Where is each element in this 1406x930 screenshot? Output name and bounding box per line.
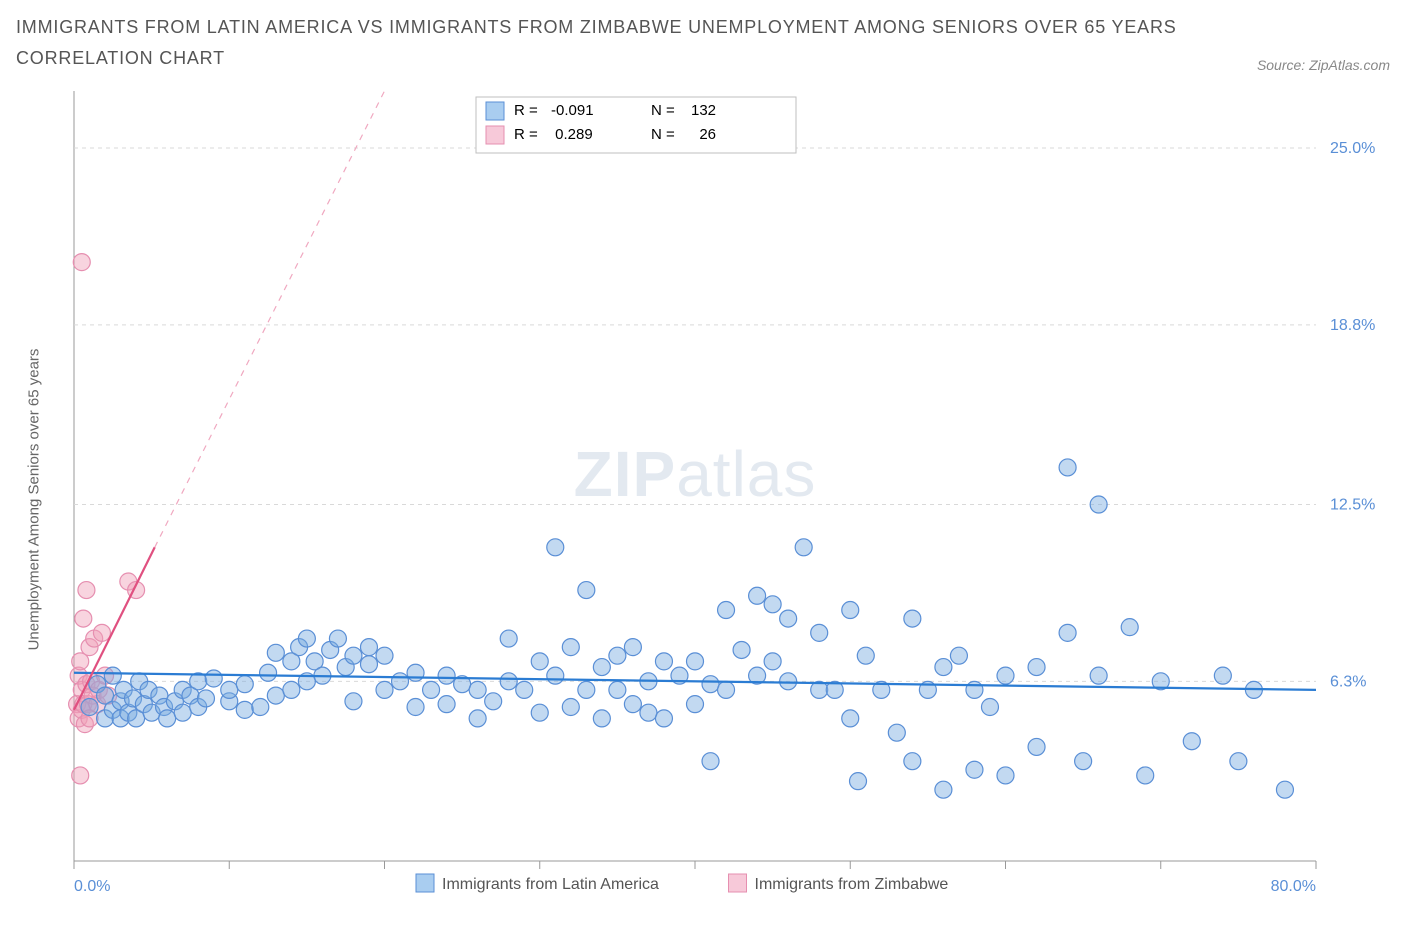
chart-container: Unemployment Among Seniors over 65 years…	[16, 81, 1390, 901]
y-axis-label: Unemployment Among Seniors over 65 years	[26, 349, 43, 651]
svg-text:N =: N =	[651, 102, 675, 119]
svg-text:12.5%: 12.5%	[1330, 497, 1375, 514]
title-line-1: IMMIGRANTS FROM LATIN AMERICA VS IMMIGRA…	[16, 17, 1177, 37]
svg-text:132: 132	[691, 102, 716, 119]
correlation-scatter-chart: 6.3% 12.5% 18.8% 25.0% 0.0% 80.0% ZIPatlas R =-…	[16, 81, 1390, 901]
title-line-2: CORRELATION CHART	[16, 48, 225, 68]
svg-text:R =: R =	[514, 126, 538, 143]
svg-text:Immigrants from Zimbabwe: Immigrants from Zimbabwe	[755, 876, 949, 893]
svg-text:26: 26	[691, 126, 716, 143]
svg-text:25.0%: 25.0%	[1330, 140, 1375, 157]
svg-text:80.0%: 80.0%	[1271, 878, 1316, 895]
chart-title: IMMIGRANTS FROM LATIN AMERICA VS IMMIGRA…	[16, 12, 1177, 73]
svg-text:-0.091: -0.091	[551, 102, 594, 119]
svg-text:6.3%: 6.3%	[1330, 674, 1366, 691]
svg-text:N =: N =	[651, 126, 675, 143]
svg-text:Immigrants from Latin America: Immigrants from Latin America	[442, 876, 659, 893]
source-attribution: Source: ZipAtlas.com	[1257, 57, 1390, 73]
svg-text:0.289: 0.289	[551, 126, 593, 143]
svg-text:18.8%: 18.8%	[1330, 317, 1375, 334]
svg-text:ZIPatlas: ZIPatlas	[574, 438, 817, 510]
svg-text:R =: R =	[514, 102, 538, 119]
svg-text:0.0%: 0.0%	[74, 878, 110, 895]
header: IMMIGRANTS FROM LATIN AMERICA VS IMMIGRA…	[16, 12, 1390, 73]
